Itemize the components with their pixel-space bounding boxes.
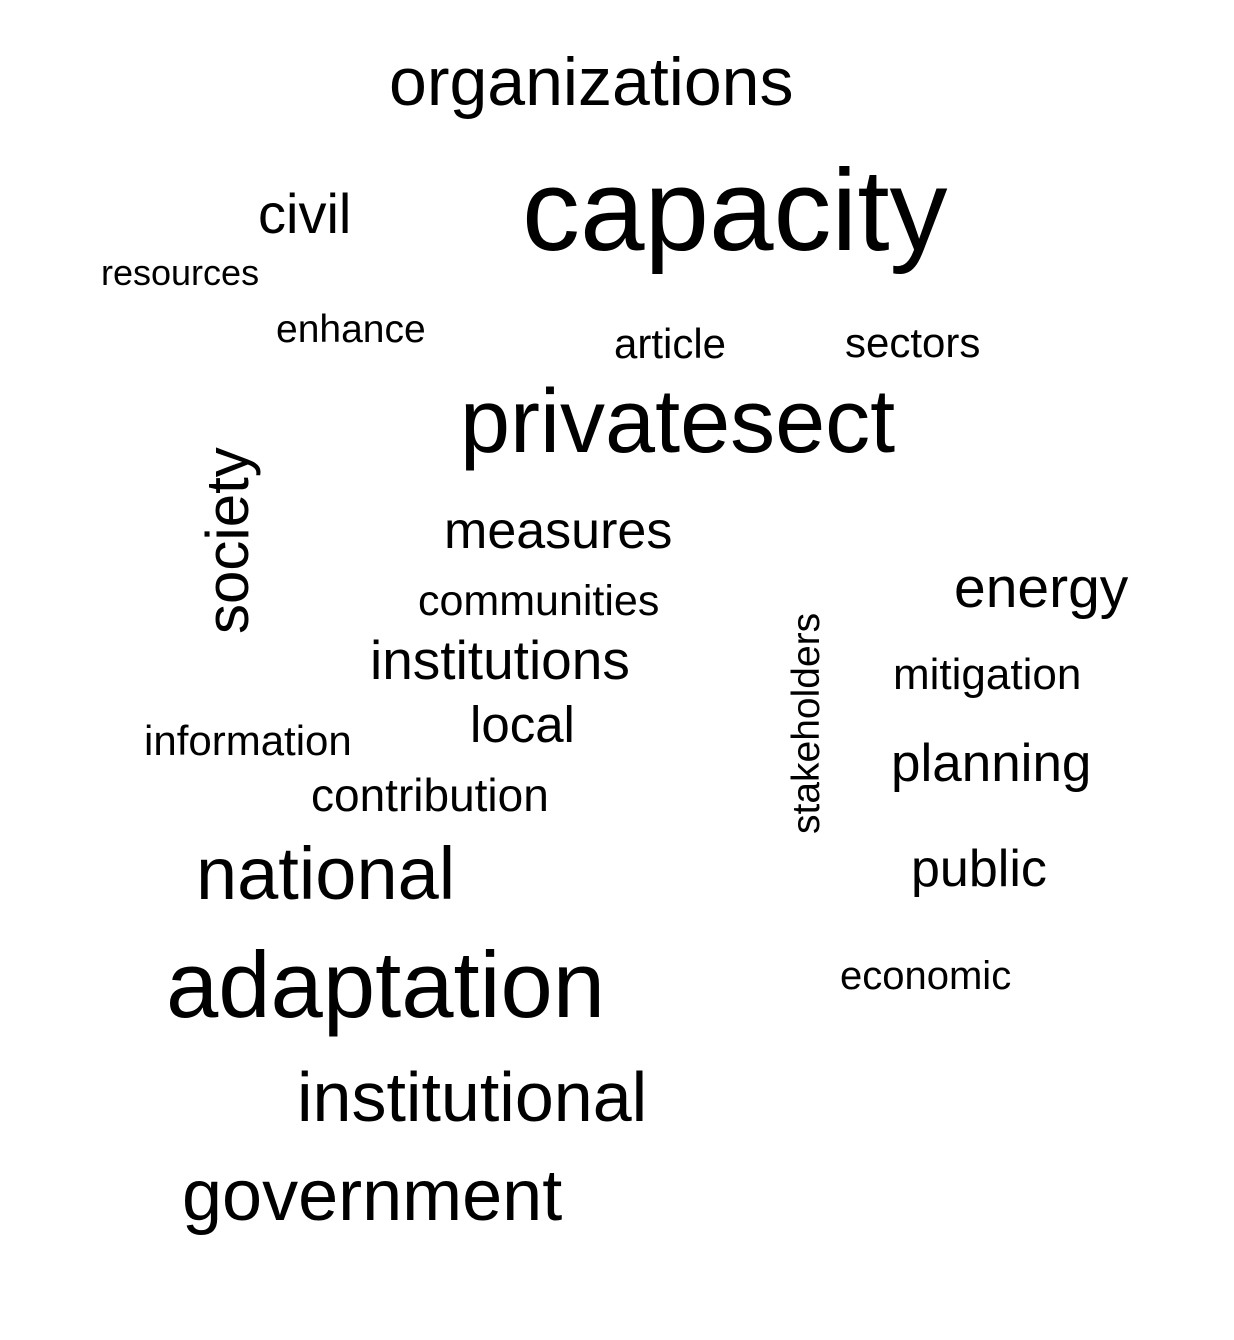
word-privatesect: privatesect	[460, 372, 896, 472]
word-institutions: institutions	[370, 629, 630, 691]
word-mitigation: mitigation	[893, 650, 1082, 699]
word-energy: energy	[954, 556, 1129, 620]
word-enhance: enhance	[276, 308, 426, 351]
word-communities: communities	[418, 577, 660, 625]
word-contribution: contribution	[311, 769, 549, 821]
word-stakeholders: stakeholders	[785, 612, 828, 834]
word-adaptation: adaptation	[166, 932, 606, 1037]
word-capacity: capacity	[522, 145, 948, 275]
word-resources: resources	[101, 252, 260, 293]
word-economic: economic	[840, 954, 1012, 998]
word-institutional: institutional	[297, 1058, 648, 1136]
word-information: information	[144, 717, 352, 764]
word-national: national	[196, 832, 456, 915]
word-sectors: sectors	[845, 319, 981, 366]
word-article: article	[614, 320, 727, 367]
word-local: local	[470, 696, 575, 753]
word-civil: civil	[258, 182, 352, 245]
word-government: government	[182, 1156, 563, 1236]
word-society: society	[194, 447, 261, 634]
word-measures: measures	[444, 502, 673, 560]
word-public: public	[911, 840, 1047, 898]
word-planning: planning	[891, 734, 1092, 793]
word-organizations: organizations	[389, 44, 794, 120]
